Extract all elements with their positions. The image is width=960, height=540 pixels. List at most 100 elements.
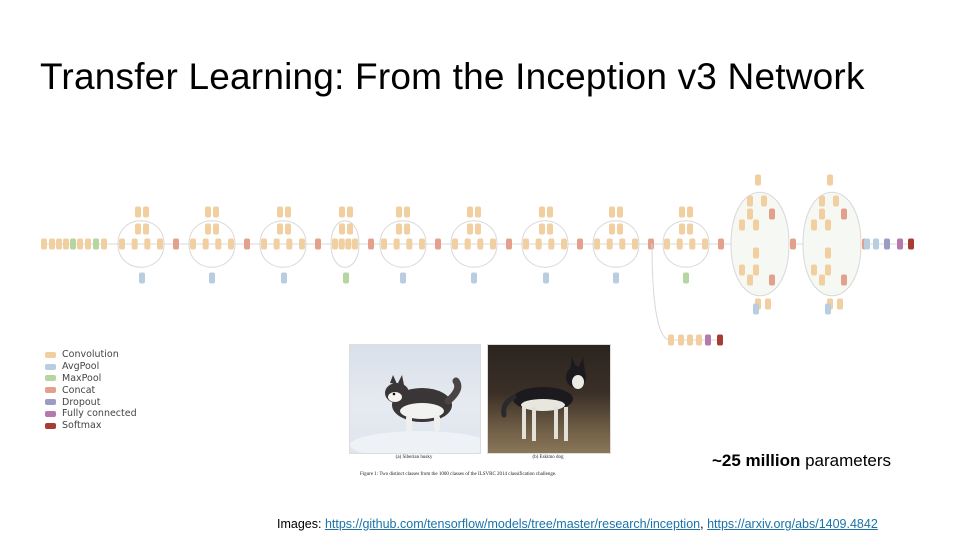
- caption-a: (a) Siberian husky: [395, 455, 433, 460]
- block-conv: [286, 238, 293, 250]
- block-conv: [475, 206, 481, 218]
- expanded-conv: [811, 219, 817, 231]
- connection-line: [662, 243, 710, 268]
- connection-line: [259, 243, 307, 268]
- block-conv: [477, 238, 484, 250]
- block-concat: [648, 238, 654, 250]
- inception-v3-diagram: [41, 174, 914, 346]
- stem-node-conv: [41, 238, 47, 250]
- block-conv: [213, 223, 219, 235]
- block-conv: [396, 223, 402, 235]
- stem-node-conv: [56, 238, 62, 250]
- images-label: Images:: [277, 517, 325, 531]
- block-conv: [131, 238, 138, 250]
- parameter-count-value: ~25 million: [712, 451, 801, 470]
- block-pool: [343, 272, 349, 284]
- legend-label: AvgPool: [62, 361, 100, 373]
- block-conv: [561, 238, 567, 250]
- aux-node-soft: [717, 334, 723, 346]
- stem-node-conv: [101, 238, 107, 250]
- block-conv: [689, 238, 696, 250]
- block-concat: [244, 238, 250, 250]
- stem-node-conv: [49, 238, 55, 250]
- block-concat: [435, 238, 441, 250]
- block-conv: [404, 223, 410, 235]
- block-conv: [213, 206, 219, 218]
- head-node-avg: [873, 238, 879, 250]
- aux-node-conv: [668, 334, 674, 346]
- block-pool: [209, 272, 215, 284]
- head-node-drop: [884, 238, 890, 250]
- legend-item-softmax: Softmax: [45, 420, 137, 432]
- block-pool: [281, 272, 287, 284]
- legend-label: Softmax: [62, 420, 102, 432]
- expanded-conv: [747, 195, 753, 207]
- block-conv: [190, 238, 196, 250]
- block-conv: [632, 238, 638, 250]
- expanded-pool: [753, 303, 759, 315]
- legend-label: MaxPool: [62, 372, 102, 384]
- github-link[interactable]: https://github.com/tensorflow/models/tre…: [324, 517, 701, 531]
- block-conv: [339, 223, 345, 235]
- connection-line: [592, 220, 640, 245]
- block-conv: [157, 238, 163, 250]
- block-conv: [144, 238, 151, 250]
- block-conv: [687, 206, 693, 218]
- connection-line: [330, 243, 360, 268]
- block-conv: [464, 238, 471, 250]
- block-concat: [368, 238, 374, 250]
- siberian-husky-photo: [349, 344, 481, 454]
- block-conv: [539, 223, 545, 235]
- connection-line: [730, 191, 790, 297]
- image-sources: Images: https://github.com/tensorflow/mo…: [277, 517, 878, 531]
- connection-line: [802, 191, 862, 297]
- expanded-conv: [827, 174, 833, 186]
- connection-line: [521, 243, 569, 268]
- link-separator: ,: [700, 517, 708, 531]
- block-conv: [273, 238, 280, 250]
- aux-node-conv: [687, 334, 693, 346]
- block-conv: [228, 238, 234, 250]
- legend-swatch: [45, 351, 56, 358]
- husky-running-illustration: [350, 375, 480, 453]
- block-conv: [338, 238, 345, 250]
- connection-line: [662, 220, 710, 245]
- expanded-conv: [747, 274, 753, 286]
- aux-node-conv: [696, 334, 702, 346]
- eskimo-dog-photo: [487, 344, 611, 454]
- block-conv: [347, 223, 353, 235]
- legend-item-dropout: Dropout: [45, 396, 137, 408]
- expanded-conv: [825, 264, 831, 276]
- expanded-conv: [819, 274, 825, 286]
- expanded-concat: [841, 274, 847, 286]
- connection-line: [188, 243, 236, 268]
- block-conv: [676, 238, 683, 250]
- legend-item-maxpool: MaxPool: [45, 373, 137, 385]
- expanded-conv: [765, 298, 771, 310]
- head-node-soft: [908, 238, 914, 250]
- stem-node-conv: [77, 238, 83, 250]
- block-conv: [687, 223, 693, 235]
- legend-item-concat: Concat: [45, 384, 137, 396]
- head-node-fc: [897, 238, 903, 250]
- block-conv: [347, 206, 353, 218]
- eskimo-dog-illustration: [501, 357, 586, 441]
- block-conv: [277, 223, 283, 235]
- block-conv: [143, 206, 149, 218]
- expanded-conv: [819, 208, 825, 220]
- connection-line: [450, 243, 498, 268]
- expanded-conv: [761, 195, 767, 207]
- block-conv: [299, 238, 305, 250]
- block-conv: [381, 238, 387, 250]
- block-conv: [285, 223, 291, 235]
- expanded-concat: [769, 208, 775, 220]
- connection-line: [117, 220, 165, 245]
- expanded-conv: [819, 195, 825, 207]
- block-conv: [594, 238, 600, 250]
- block-conv: [261, 238, 267, 250]
- legend: Convolution AvgPool MaxPool Concat Dropo…: [45, 349, 137, 432]
- block-conv: [406, 238, 413, 250]
- block-conv: [215, 238, 222, 250]
- arxiv-link[interactable]: https://arxiv.org/abs/1409.4842: [707, 517, 878, 531]
- block-conv: [679, 206, 685, 218]
